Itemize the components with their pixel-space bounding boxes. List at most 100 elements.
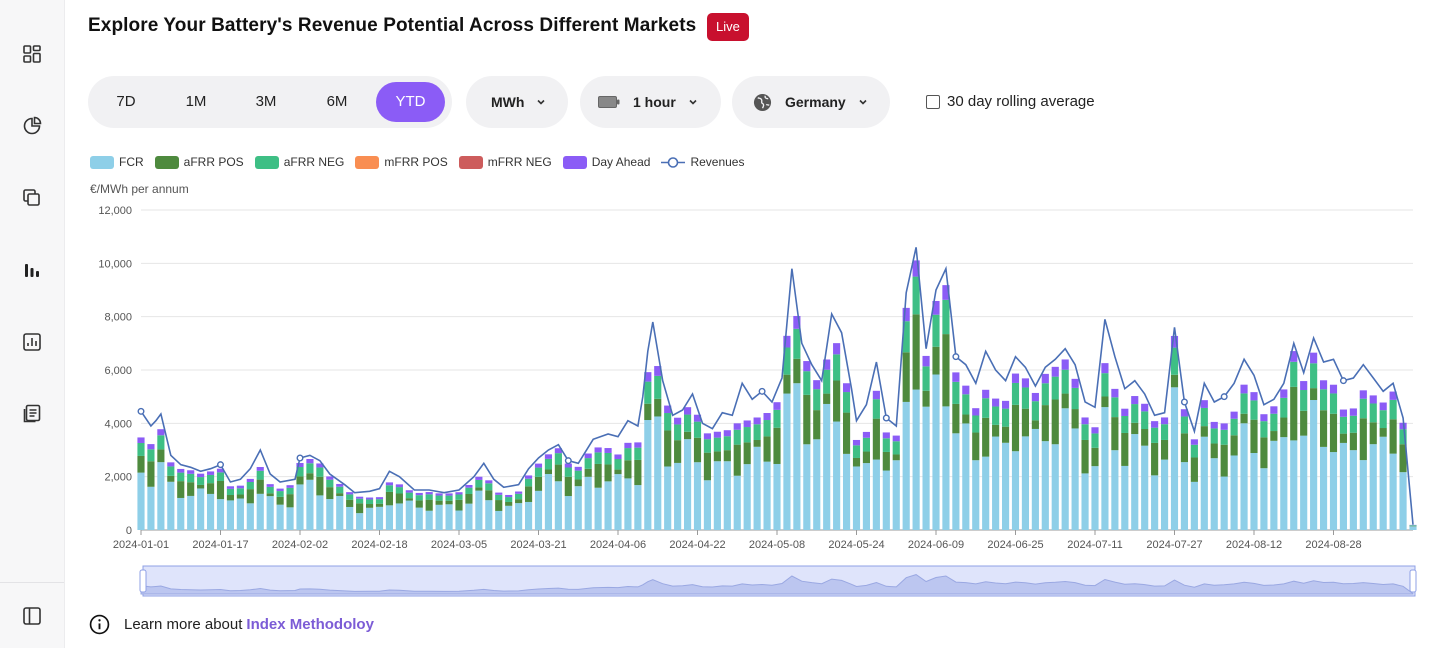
bar-segment: [783, 374, 791, 394]
legend-fcr[interactable]: FCR: [90, 155, 144, 169]
revenue-point: [952, 353, 960, 361]
bar-segment: [793, 358, 801, 384]
bar-segment: [246, 489, 254, 504]
bar-segment: [1111, 388, 1119, 398]
bar-segment: [534, 476, 543, 491]
bar-segment: [1081, 424, 1089, 440]
bar-segment: [137, 472, 145, 530]
range-ytd[interactable]: YTD: [376, 82, 445, 122]
bar-segment: [1220, 444, 1228, 477]
duration-dropdown[interactable]: 1 hour: [580, 76, 721, 128]
bar-segment: [912, 314, 920, 390]
bar-segment: [654, 375, 662, 399]
bar-segment: [1091, 447, 1099, 467]
chart-report-icon[interactable]: [20, 330, 44, 354]
bar-segment: [1339, 442, 1348, 530]
bar-segment: [1379, 428, 1387, 437]
range-7d[interactable]: 7D: [116, 93, 136, 110]
bar-segment: [286, 487, 294, 495]
bar-segment: [753, 439, 761, 447]
x-tick-label: 2024-04-06: [590, 539, 646, 551]
bar-segment: [1021, 436, 1030, 530]
bar-segment: [962, 385, 970, 395]
bar-segment: [664, 466, 672, 530]
bar-segment: [336, 495, 344, 530]
bar-segment: [664, 413, 672, 431]
bar-segment: [1369, 403, 1377, 423]
grid-icon[interactable]: [20, 42, 44, 66]
bar-segment: [1310, 400, 1318, 530]
bar-segment: [1409, 526, 1417, 530]
bar-segment: [882, 438, 890, 452]
bar-segment: [1111, 397, 1119, 418]
legend-day-ahead[interactable]: Day Ahead: [562, 155, 650, 169]
y-tick-label: 6,000: [104, 365, 132, 377]
bar-segment: [346, 499, 354, 507]
bar-segment: [1270, 413, 1278, 432]
bar-segment: [634, 442, 642, 448]
bar-segment: [952, 433, 960, 530]
legend-afrr-neg[interactable]: aFRR NEG: [254, 155, 344, 169]
bar-segment: [1240, 393, 1248, 414]
bar-segment: [842, 412, 851, 454]
bar-segment: [693, 414, 702, 422]
bar-segment: [425, 499, 433, 511]
bar-segment: [674, 417, 682, 425]
bar-segment: [1270, 406, 1278, 414]
bar-segment: [1121, 432, 1129, 466]
bar-segment: [375, 499, 384, 504]
bar-segment: [892, 454, 900, 461]
bar-segment: [236, 488, 244, 495]
pie-chart-icon[interactable]: [20, 114, 44, 138]
bar-segment: [137, 442, 145, 456]
legend-afrr-pos[interactable]: aFRR POS: [154, 155, 244, 169]
range-1m[interactable]: 1M: [185, 93, 207, 110]
bar-segment: [475, 476, 483, 480]
rolling-average-checkbox[interactable]: [926, 95, 940, 109]
range-3m[interactable]: 3M: [255, 93, 277, 110]
bar-segment: [942, 334, 950, 407]
methodology-link[interactable]: Index Methodoloy: [246, 616, 374, 633]
bar-chart-icon[interactable]: [20, 258, 44, 282]
legend-mfrr-pos[interactable]: mFRR POS: [355, 155, 448, 169]
unit-dropdown[interactable]: MWh: [466, 76, 568, 128]
bar-segment: [862, 463, 871, 530]
legend-mfrr-neg[interactable]: mFRR NEG: [458, 155, 552, 169]
documents-icon[interactable]: [20, 402, 44, 426]
bar-segment: [1210, 443, 1218, 459]
bar-segment: [256, 493, 264, 530]
bar-segment: [723, 450, 731, 462]
country-dropdown[interactable]: Germany: [732, 76, 890, 128]
bar-segment: [206, 471, 215, 475]
bar-segment: [276, 491, 284, 497]
legend-revenues[interactable]: Revenues: [661, 155, 744, 169]
bar-segment: [405, 490, 413, 493]
bar-segment: [1180, 433, 1189, 463]
x-tick-label: 2024-01-01: [113, 539, 169, 551]
bar-segment: [1031, 401, 1039, 421]
bar-segment: [326, 499, 334, 530]
bar-segment: [852, 439, 861, 446]
bar-segment: [1379, 410, 1387, 429]
bar-segment: [1260, 468, 1268, 530]
bar-segment: [177, 468, 185, 473]
bar-segment: [187, 482, 195, 496]
bar-segment: [932, 300, 940, 315]
bar-segment: [1001, 442, 1010, 530]
bar-segment: [882, 451, 890, 471]
layers-icon[interactable]: [20, 186, 44, 210]
bar-segment: [515, 493, 523, 500]
bar-segment: [375, 506, 384, 530]
bar-segment: [594, 463, 602, 488]
bar-segment: [1200, 407, 1208, 427]
bar-segment: [1081, 473, 1089, 530]
panel-toggle-icon[interactable]: [20, 604, 44, 628]
bar-segment: [157, 462, 165, 530]
bar-segment: [375, 497, 384, 500]
revenue-point: [216, 461, 224, 469]
range-6m[interactable]: 6M: [326, 93, 348, 110]
bar-segment: [1121, 465, 1129, 530]
bar-segment: [833, 354, 841, 381]
bar-segment: [216, 468, 225, 473]
bar-segment: [862, 431, 871, 438]
